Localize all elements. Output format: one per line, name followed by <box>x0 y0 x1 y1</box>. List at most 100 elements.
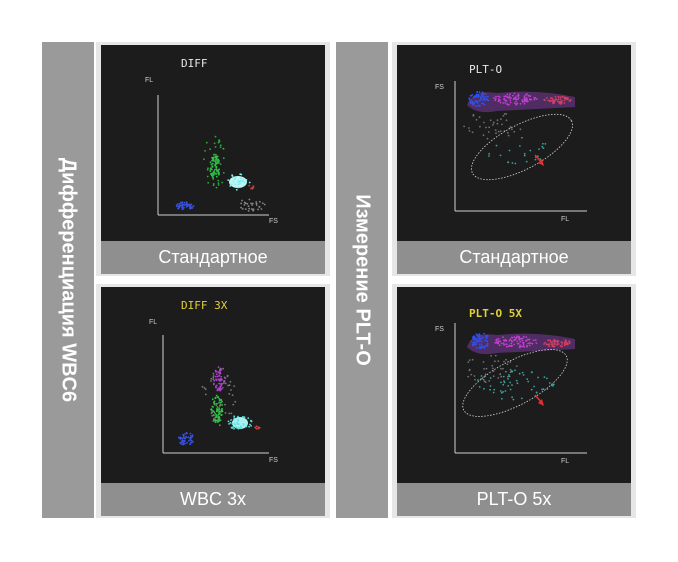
scatter-dot <box>189 207 191 210</box>
scatter-dot <box>511 396 513 399</box>
scatter-dot <box>528 342 531 344</box>
scatter-dot <box>475 333 478 336</box>
scatter-dot <box>218 382 220 385</box>
scatter-dot <box>479 125 481 128</box>
scatter-dot <box>552 385 554 387</box>
scatter-dot <box>217 396 220 398</box>
scatter-dot <box>234 183 237 186</box>
scatter-dot <box>492 367 494 370</box>
scatter-dot <box>177 205 180 208</box>
scatter-dot <box>508 339 511 342</box>
scatter-dot <box>485 367 488 370</box>
scatter-dot <box>547 343 550 346</box>
scatter-dot <box>487 99 490 102</box>
scatter-dot <box>468 97 471 100</box>
side-bar-left: Дифференциация WBC6 <box>42 42 94 518</box>
scatter-dot <box>519 128 522 131</box>
scatter-dot <box>235 188 238 191</box>
scatter-dot <box>478 386 481 388</box>
scatter-dot <box>554 340 557 343</box>
scatter-dot <box>481 99 484 101</box>
scatter-dot <box>218 379 221 382</box>
scatter-dot <box>226 374 229 377</box>
scatter-dot <box>503 95 506 98</box>
scatter-dot <box>526 345 528 348</box>
scatter-dot <box>182 436 185 438</box>
scatter-dot <box>476 101 478 104</box>
scatter-dot <box>508 103 510 106</box>
scatter-dot <box>506 103 508 106</box>
scatter-dot <box>213 173 216 175</box>
scatter-dot <box>505 358 507 361</box>
scatter-dot <box>210 377 213 380</box>
scatter-dot <box>477 336 480 339</box>
scatter-dot <box>478 343 481 345</box>
scatter-dot <box>500 381 502 384</box>
scatter-dot <box>509 101 512 104</box>
scatter-dot <box>563 99 566 102</box>
scatter-dot <box>181 437 184 440</box>
scatter-dot <box>220 410 223 413</box>
scatter-dot <box>217 371 219 373</box>
scatter-dot <box>564 343 567 345</box>
dot-cluster <box>209 153 220 180</box>
scatter-dot <box>215 163 218 165</box>
side-bar-right: Измерение PLT-O <box>336 42 388 518</box>
scatter-dot <box>463 125 465 128</box>
scatter-dot <box>516 382 519 385</box>
scatter-dot <box>215 186 218 189</box>
scatter-dot <box>250 425 253 427</box>
scatter-dot <box>476 91 479 93</box>
scatter-dot <box>481 91 484 94</box>
scatter-dot <box>505 345 508 348</box>
rbc-band <box>467 91 575 113</box>
scatter-dot <box>242 423 245 426</box>
scatter-dot <box>181 205 184 208</box>
scatter-diff-svg: FL FS <box>145 77 278 225</box>
scatter-dot <box>521 337 524 340</box>
scatter-dot <box>499 130 502 132</box>
dot-cluster <box>463 113 522 140</box>
scatter-dot <box>217 418 220 421</box>
dot-cluster <box>468 91 490 108</box>
scatter-dot <box>207 181 210 184</box>
scatter-dot <box>472 344 475 346</box>
scatter-dot <box>211 157 213 159</box>
scatter-dot <box>533 98 536 101</box>
scatter-dot <box>203 158 205 160</box>
scatter-dot <box>546 388 549 390</box>
scatter-dot <box>529 95 532 98</box>
scatter-dot <box>519 145 521 147</box>
scatter-dot <box>497 377 500 379</box>
scatter-dot <box>502 102 505 104</box>
scatter-dot <box>206 175 209 178</box>
scatter-dot <box>515 365 518 367</box>
panel-plt-o-5x: PLT-O 5X FS FL PLT-O 5x <box>392 284 636 518</box>
scatter-dot <box>239 182 241 185</box>
scatter-dot <box>521 136 523 139</box>
scatter-dot <box>491 364 494 367</box>
scatter-dot <box>205 141 208 144</box>
scatter-dot <box>471 101 474 104</box>
scatter-dot <box>480 94 483 96</box>
scatter-dot <box>486 95 489 98</box>
scatter-dot <box>489 388 491 391</box>
dot-cluster <box>543 95 572 105</box>
scatter-dot <box>204 393 207 396</box>
scatter-dot <box>493 388 496 391</box>
scatter-dot <box>231 422 234 425</box>
dot-cluster <box>227 173 251 191</box>
scatter-dot <box>218 371 221 373</box>
scatter-dot <box>221 386 224 389</box>
y-axis-label: FL <box>149 319 157 326</box>
scatter-dot <box>233 385 236 387</box>
caption-diff: Стандартное <box>101 241 325 274</box>
plot-title: PLT-O 5X <box>469 307 522 320</box>
arrow-head <box>538 159 544 166</box>
scatter-dot <box>218 416 221 419</box>
scatter-dot <box>243 204 246 206</box>
scatter-dot <box>541 388 543 391</box>
scatter-dot <box>502 375 505 378</box>
scatter-dot <box>243 201 246 204</box>
scatter-dot <box>247 210 250 212</box>
